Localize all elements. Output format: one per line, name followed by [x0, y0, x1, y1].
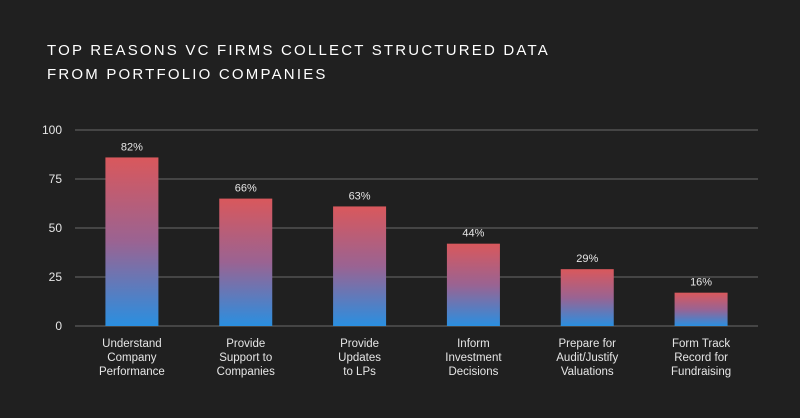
- y-tick-label: 50: [49, 221, 63, 235]
- bar-0: [105, 157, 159, 326]
- bars-group: [105, 157, 728, 326]
- bar-5: [674, 292, 728, 326]
- category-label-5: Form Track Record for Fundraising: [671, 338, 731, 378]
- chart-title-line-2: FROM PORTFOLIO COMPANIES: [47, 66, 328, 83]
- bar-1: [219, 198, 273, 326]
- category-label-line: Decisions: [448, 366, 498, 378]
- data-label-2: 63%: [349, 190, 371, 202]
- category-label-2: Provide Updates to LPs: [338, 338, 381, 378]
- category-label-line: Company: [107, 352, 156, 364]
- data-label-4: 29%: [576, 253, 598, 265]
- chart-title-line-1: TOP REASONS VC FIRMS COLLECT STRUCTURED …: [47, 42, 550, 59]
- category-label-line: Audit/Justify: [556, 352, 618, 364]
- category-label-3: Inform Investment Decisions: [445, 338, 502, 378]
- category-label-line: Support to: [219, 352, 272, 364]
- category-label-line: Companies: [217, 366, 275, 378]
- category-label-line: Understand: [102, 338, 161, 350]
- category-label-0: Understand Company Performance: [99, 338, 165, 378]
- category-label-1: Provide Support to Companies: [217, 338, 275, 378]
- data-label-3: 44%: [462, 228, 484, 240]
- y-tick-label: 0: [55, 319, 62, 333]
- data-label-1: 66%: [235, 183, 257, 195]
- category-label-line: Fundraising: [671, 366, 731, 378]
- category-label-line: Valuations: [561, 366, 614, 378]
- category-label-line: Prepare for: [558, 338, 616, 350]
- grid-lines: 0 25 50 75 100: [42, 123, 758, 333]
- category-label-line: to LPs: [343, 366, 376, 378]
- category-label-4: Prepare for Audit/Justify Valuations: [556, 338, 618, 378]
- bar-2: [333, 206, 387, 326]
- category-label-line: Updates: [338, 352, 381, 364]
- labels-group: 82% Understand Company Performance 66% Provid…: [99, 141, 731, 378]
- bar-3: [446, 243, 500, 326]
- bar-4: [560, 269, 614, 326]
- category-label-line: Performance: [99, 366, 165, 378]
- data-label-0: 82%: [121, 141, 143, 153]
- y-tick-label: 25: [49, 270, 63, 284]
- category-label-line: Provide: [226, 338, 265, 350]
- y-tick-label: 75: [49, 172, 63, 186]
- category-label-line: Inform: [457, 338, 490, 350]
- y-tick-label: 100: [42, 123, 62, 137]
- category-label-line: Record for: [674, 352, 728, 364]
- category-label-line: Investment: [445, 352, 502, 364]
- category-label-line: Provide: [340, 338, 379, 350]
- data-label-5: 16%: [690, 277, 712, 289]
- category-label-line: Form Track: [672, 338, 730, 350]
